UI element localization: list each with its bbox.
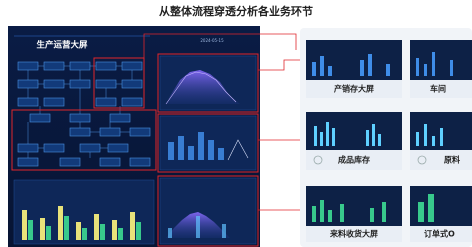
thumbnails: 产销存大屏 车间 成品库存 原料 来料收货大屏 订单式O [306,40,472,242]
thumb-label: 来料收货大屏 [329,229,378,239]
thumb-label: 订单式O [424,229,455,239]
dashboard-title: 生产运营大屏 [36,40,88,51]
bottom-chart [14,180,154,244]
slide: 从整体流程穿透分析各业务环节 生产运营大屏 2024-05-15 [0,0,472,247]
side-charts [160,56,256,244]
dashboard: 生产运营大屏 2024-05-15 [8,26,260,247]
thumb-label: 产销存大屏 [334,84,374,94]
dashboard-date: 2024-05-15 [200,38,224,43]
thumb-label: 原料 [444,155,460,165]
slide-title: 从整体流程穿透分析各业务环节 [159,4,313,18]
thumb-label: 成品库存 [338,155,370,165]
thumb-label: 车间 [430,84,446,94]
